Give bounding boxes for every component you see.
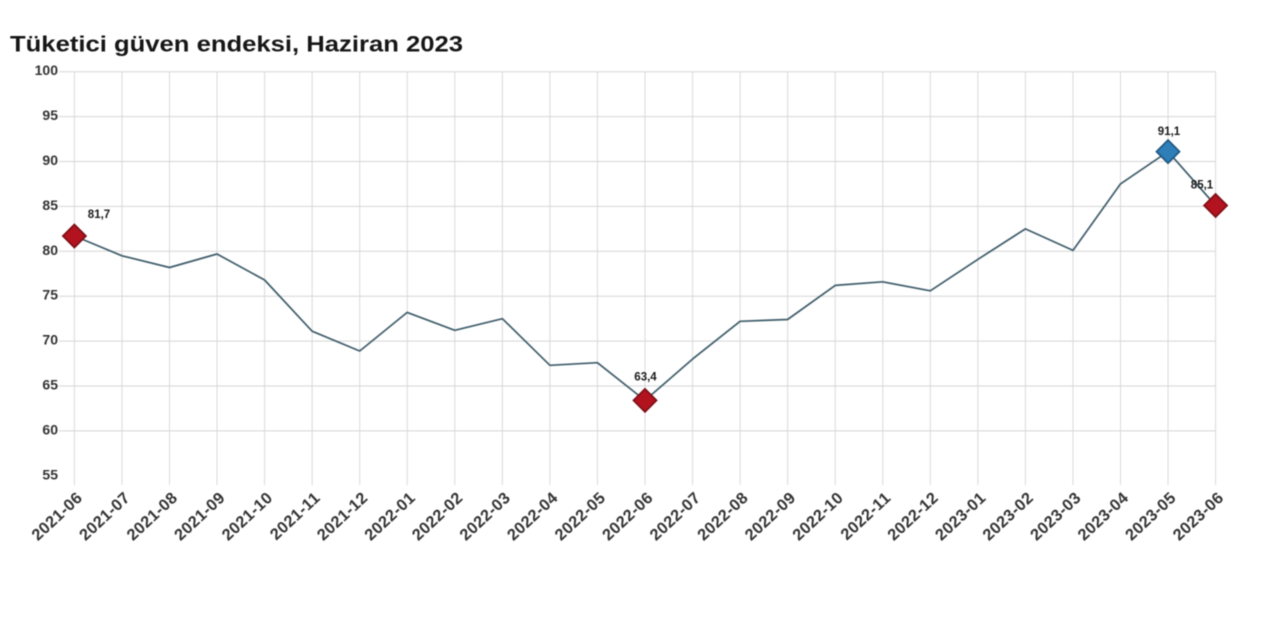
svg-text:95: 95 [42,107,58,123]
svg-text:85: 85 [42,197,58,213]
svg-text:65: 65 [42,377,58,393]
svg-text:60: 60 [42,421,58,437]
svg-text:90: 90 [42,152,58,168]
svg-text:85,1: 85,1 [1191,180,1214,192]
svg-text:81,7: 81,7 [88,209,110,221]
svg-text:Tüketici güven endeksi, Hazira: Tüketici güven endeksi, Haziran 2023 [10,32,463,57]
svg-text:91,1: 91,1 [1158,126,1181,138]
svg-text:55: 55 [42,466,58,482]
svg-text:63,4: 63,4 [634,372,657,384]
svg-text:70: 70 [42,332,58,348]
svg-text:80: 80 [42,242,58,258]
svg-text:100: 100 [35,62,59,78]
svg-text:75: 75 [42,287,58,303]
